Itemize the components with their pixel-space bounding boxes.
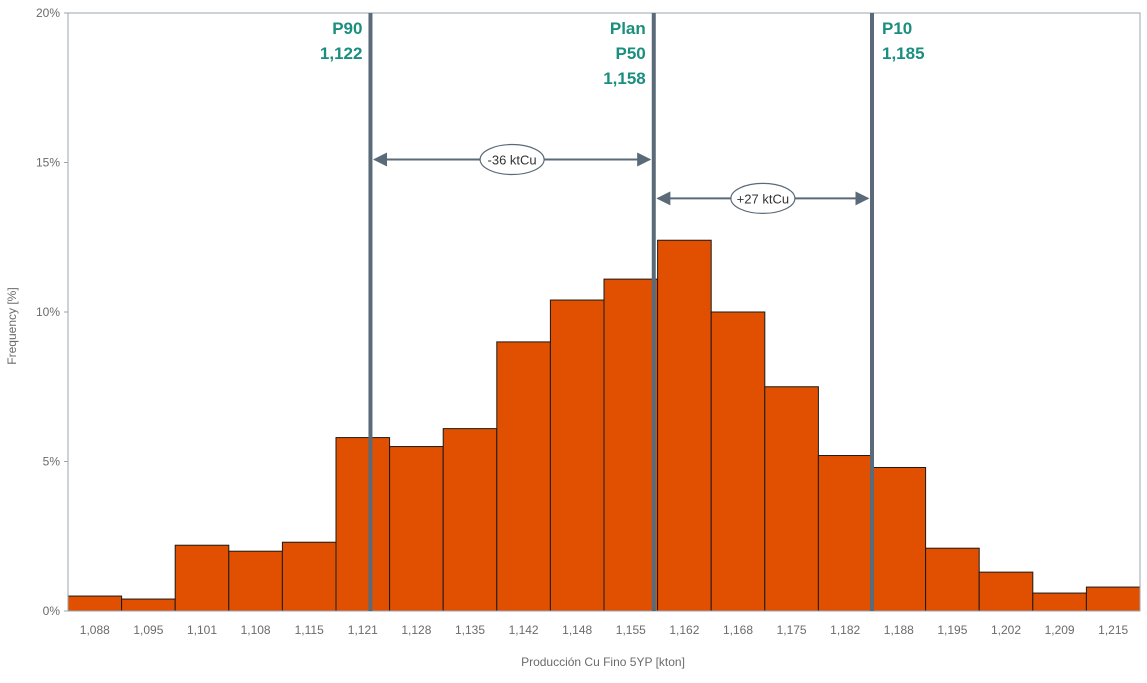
histogram-bar <box>496 341 551 612</box>
difference-label-bubble <box>730 182 796 214</box>
x-tick-label: 1,115 <box>295 623 324 637</box>
percentile-marker-label: P50 <box>616 44 646 63</box>
x-tick-label: 1,162 <box>669 623 699 637</box>
histogram-bar <box>389 446 444 612</box>
y-tick-label: 0% <box>43 604 61 618</box>
histogram-bar <box>925 547 980 612</box>
histogram-bar <box>67 595 123 612</box>
x-tick-label: 1,101 <box>187 623 217 637</box>
histogram-bar <box>710 311 766 612</box>
x-tick-label: 1,209 <box>1045 623 1075 637</box>
histogram-bar <box>817 455 873 612</box>
histogram-bar <box>871 466 927 612</box>
x-tick-label: 1,175 <box>777 623 807 637</box>
histogram-bar <box>281 541 337 612</box>
percentile-marker-label: Plan <box>610 19 646 38</box>
x-tick-label: 1,202 <box>991 623 1021 637</box>
histogram-bar <box>1085 586 1141 612</box>
x-tick-label: 1,168 <box>723 623 753 637</box>
x-tick-label: 1,148 <box>562 623 592 637</box>
difference-label-bubble <box>479 143 545 176</box>
x-tick-label: 1,108 <box>241 623 271 637</box>
x-tick-label: 1,095 <box>133 623 163 637</box>
histogram-bar <box>603 278 659 612</box>
difference-label: +27 ktCu <box>737 191 789 206</box>
histogram-bar <box>442 428 498 612</box>
x-tick-label: 1,195 <box>937 623 967 637</box>
histogram-bar <box>228 550 283 612</box>
percentile-marker-label: 1,185 <box>882 44 925 63</box>
percentile-marker-label: 1,122 <box>320 44 363 63</box>
plot-frame <box>67 12 1141 612</box>
y-tick-label: 10% <box>36 305 60 319</box>
x-axis-title: Producción Cu Fino 5YP [kton] <box>521 655 685 669</box>
histogram-bar <box>978 571 1034 612</box>
histogram-bar <box>174 544 230 612</box>
histogram-bar <box>335 437 391 612</box>
percentile-marker-label: 1,158 <box>603 69 646 88</box>
histogram-bar <box>121 598 176 612</box>
histogram-bar <box>764 386 819 612</box>
percentile-marker-label: P90 <box>332 19 362 38</box>
histogram-bar <box>1032 592 1087 612</box>
x-tick-label: 1,188 <box>884 623 914 637</box>
x-tick-label: 1,121 <box>348 623 378 637</box>
y-tick-label: 15% <box>36 156 60 170</box>
histogram-bar <box>657 239 712 612</box>
y-tick-label: 20% <box>36 6 60 20</box>
y-axis-title: Frequency [%] <box>5 287 19 364</box>
x-tick-label: 1,182 <box>830 623 860 637</box>
percentile-marker-label: P10 <box>882 19 912 38</box>
x-tick-label: 1,155 <box>616 623 646 637</box>
x-tick-label: 1,128 <box>401 623 431 637</box>
x-tick-label: 1,088 <box>80 623 110 637</box>
x-tick-label: 1,142 <box>509 623 539 637</box>
difference-label: -36 ktCu <box>488 153 537 168</box>
histogram-bar <box>549 299 605 612</box>
x-tick-label: 1,215 <box>1098 623 1128 637</box>
x-tick-label: 1,135 <box>455 623 485 637</box>
y-tick-label: 5% <box>43 455 61 469</box>
